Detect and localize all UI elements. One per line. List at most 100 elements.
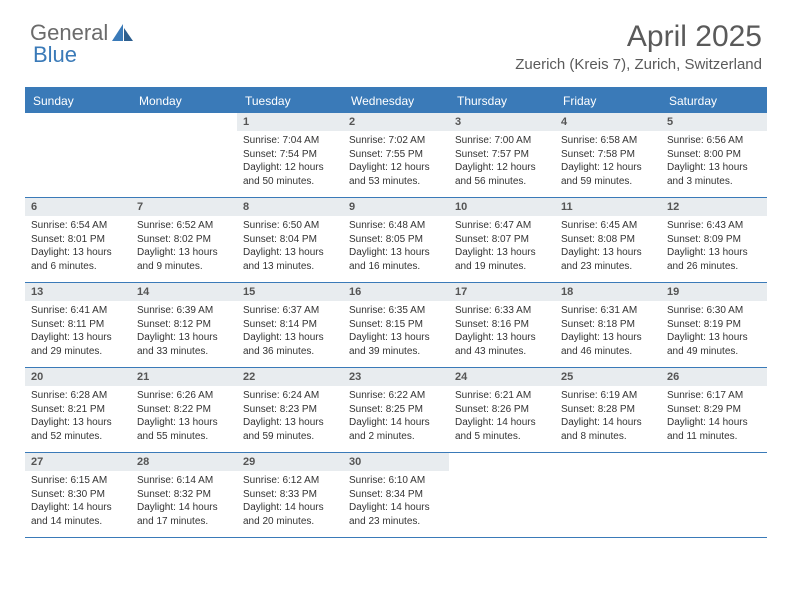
day-cell-18: 18Sunrise: 6:31 AMSunset: 8:18 PMDayligh… xyxy=(555,283,661,367)
sunrise-text: Sunrise: 6:56 AM xyxy=(667,134,761,148)
sunset-text: Sunset: 8:02 PM xyxy=(137,233,231,247)
sunset-text: Sunset: 8:09 PM xyxy=(667,233,761,247)
sunset-text: Sunset: 8:22 PM xyxy=(137,403,231,417)
logo-text-2: Blue xyxy=(33,42,77,68)
day-number: 22 xyxy=(237,368,343,386)
day-number: 23 xyxy=(343,368,449,386)
daylight-text: Daylight: 13 hours and 3 minutes. xyxy=(667,161,761,188)
sunset-text: Sunset: 8:26 PM xyxy=(455,403,549,417)
sunrise-text: Sunrise: 6:39 AM xyxy=(137,304,231,318)
day-cell-29: 29Sunrise: 6:12 AMSunset: 8:33 PMDayligh… xyxy=(237,453,343,537)
daylight-text: Daylight: 12 hours and 59 minutes. xyxy=(561,161,655,188)
sunset-text: Sunset: 7:55 PM xyxy=(349,148,443,162)
sunrise-text: Sunrise: 7:04 AM xyxy=(243,134,337,148)
day-content: Sunrise: 6:45 AMSunset: 8:08 PMDaylight:… xyxy=(555,216,661,278)
weekday-header-row: SundayMondayTuesdayWednesdayThursdayFrid… xyxy=(25,89,767,113)
empty-cell xyxy=(131,113,237,197)
day-cell-4: 4Sunrise: 6:58 AMSunset: 7:58 PMDaylight… xyxy=(555,113,661,197)
daylight-text: Daylight: 13 hours and 29 minutes. xyxy=(31,331,125,358)
day-number: 27 xyxy=(25,453,131,471)
week-row: 6Sunrise: 6:54 AMSunset: 8:01 PMDaylight… xyxy=(25,198,767,283)
day-content: Sunrise: 6:58 AMSunset: 7:58 PMDaylight:… xyxy=(555,131,661,193)
weekday-friday: Friday xyxy=(555,89,661,113)
daylight-text: Daylight: 14 hours and 20 minutes. xyxy=(243,501,337,528)
daylight-text: Daylight: 13 hours and 33 minutes. xyxy=(137,331,231,358)
sunset-text: Sunset: 8:29 PM xyxy=(667,403,761,417)
weekday-wednesday: Wednesday xyxy=(343,89,449,113)
empty-cell xyxy=(449,453,555,537)
day-cell-28: 28Sunrise: 6:14 AMSunset: 8:32 PMDayligh… xyxy=(131,453,237,537)
day-cell-30: 30Sunrise: 6:10 AMSunset: 8:34 PMDayligh… xyxy=(343,453,449,537)
sunrise-text: Sunrise: 6:28 AM xyxy=(31,389,125,403)
day-number: 26 xyxy=(661,368,767,386)
weekday-monday: Monday xyxy=(131,89,237,113)
sunset-text: Sunset: 8:15 PM xyxy=(349,318,443,332)
day-number: 10 xyxy=(449,198,555,216)
sunrise-text: Sunrise: 6:15 AM xyxy=(31,474,125,488)
sunset-text: Sunset: 8:14 PM xyxy=(243,318,337,332)
sunrise-text: Sunrise: 6:43 AM xyxy=(667,219,761,233)
day-number: 21 xyxy=(131,368,237,386)
day-content: Sunrise: 6:10 AMSunset: 8:34 PMDaylight:… xyxy=(343,471,449,533)
daylight-text: Daylight: 13 hours and 6 minutes. xyxy=(31,246,125,273)
daylight-text: Daylight: 13 hours and 13 minutes. xyxy=(243,246,337,273)
day-content: Sunrise: 6:54 AMSunset: 8:01 PMDaylight:… xyxy=(25,216,131,278)
day-content: Sunrise: 6:56 AMSunset: 8:00 PMDaylight:… xyxy=(661,131,767,193)
day-content: Sunrise: 6:14 AMSunset: 8:32 PMDaylight:… xyxy=(131,471,237,533)
sunset-text: Sunset: 8:30 PM xyxy=(31,488,125,502)
daylight-text: Daylight: 13 hours and 16 minutes. xyxy=(349,246,443,273)
day-number: 11 xyxy=(555,198,661,216)
week-row: 13Sunrise: 6:41 AMSunset: 8:11 PMDayligh… xyxy=(25,283,767,368)
sunset-text: Sunset: 8:04 PM xyxy=(243,233,337,247)
sunrise-text: Sunrise: 6:19 AM xyxy=(561,389,655,403)
day-cell-25: 25Sunrise: 6:19 AMSunset: 8:28 PMDayligh… xyxy=(555,368,661,452)
day-content: Sunrise: 6:41 AMSunset: 8:11 PMDaylight:… xyxy=(25,301,131,363)
daylight-text: Daylight: 13 hours and 9 minutes. xyxy=(137,246,231,273)
sunrise-text: Sunrise: 7:00 AM xyxy=(455,134,549,148)
sunrise-text: Sunrise: 6:52 AM xyxy=(137,219,231,233)
day-cell-15: 15Sunrise: 6:37 AMSunset: 8:14 PMDayligh… xyxy=(237,283,343,367)
daylight-text: Daylight: 12 hours and 50 minutes. xyxy=(243,161,337,188)
sunset-text: Sunset: 7:54 PM xyxy=(243,148,337,162)
day-content: Sunrise: 6:35 AMSunset: 8:15 PMDaylight:… xyxy=(343,301,449,363)
sunrise-text: Sunrise: 6:26 AM xyxy=(137,389,231,403)
month-title: April 2025 xyxy=(515,20,762,54)
day-cell-17: 17Sunrise: 6:33 AMSunset: 8:16 PMDayligh… xyxy=(449,283,555,367)
daylight-text: Daylight: 13 hours and 46 minutes. xyxy=(561,331,655,358)
daylight-text: Daylight: 14 hours and 14 minutes. xyxy=(31,501,125,528)
day-number: 18 xyxy=(555,283,661,301)
calendar-body: 1Sunrise: 7:04 AMSunset: 7:54 PMDaylight… xyxy=(25,113,767,538)
day-cell-26: 26Sunrise: 6:17 AMSunset: 8:29 PMDayligh… xyxy=(661,368,767,452)
weekday-sunday: Sunday xyxy=(25,89,131,113)
sunset-text: Sunset: 8:34 PM xyxy=(349,488,443,502)
daylight-text: Daylight: 14 hours and 11 minutes. xyxy=(667,416,761,443)
day-cell-13: 13Sunrise: 6:41 AMSunset: 8:11 PMDayligh… xyxy=(25,283,131,367)
daylight-text: Daylight: 13 hours and 52 minutes. xyxy=(31,416,125,443)
day-content: Sunrise: 6:17 AMSunset: 8:29 PMDaylight:… xyxy=(661,386,767,448)
day-content: Sunrise: 7:00 AMSunset: 7:57 PMDaylight:… xyxy=(449,131,555,193)
day-content: Sunrise: 6:33 AMSunset: 8:16 PMDaylight:… xyxy=(449,301,555,363)
sunset-text: Sunset: 7:57 PM xyxy=(455,148,549,162)
day-content: Sunrise: 6:24 AMSunset: 8:23 PMDaylight:… xyxy=(237,386,343,448)
day-cell-5: 5Sunrise: 6:56 AMSunset: 8:00 PMDaylight… xyxy=(661,113,767,197)
sunrise-text: Sunrise: 6:10 AM xyxy=(349,474,443,488)
day-content: Sunrise: 6:50 AMSunset: 8:04 PMDaylight:… xyxy=(237,216,343,278)
daylight-text: Daylight: 14 hours and 23 minutes. xyxy=(349,501,443,528)
calendar: SundayMondayTuesdayWednesdayThursdayFrid… xyxy=(25,87,767,538)
sunrise-text: Sunrise: 6:41 AM xyxy=(31,304,125,318)
day-content: Sunrise: 6:48 AMSunset: 8:05 PMDaylight:… xyxy=(343,216,449,278)
day-content: Sunrise: 6:52 AMSunset: 8:02 PMDaylight:… xyxy=(131,216,237,278)
daylight-text: Daylight: 12 hours and 53 minutes. xyxy=(349,161,443,188)
daylight-text: Daylight: 14 hours and 2 minutes. xyxy=(349,416,443,443)
daylight-text: Daylight: 13 hours and 55 minutes. xyxy=(137,416,231,443)
day-number: 12 xyxy=(661,198,767,216)
sunset-text: Sunset: 8:12 PM xyxy=(137,318,231,332)
sunset-text: Sunset: 8:32 PM xyxy=(137,488,231,502)
weekday-tuesday: Tuesday xyxy=(237,89,343,113)
day-content: Sunrise: 6:22 AMSunset: 8:25 PMDaylight:… xyxy=(343,386,449,448)
sunset-text: Sunset: 8:28 PM xyxy=(561,403,655,417)
sunrise-text: Sunrise: 6:33 AM xyxy=(455,304,549,318)
day-number: 29 xyxy=(237,453,343,471)
sunrise-text: Sunrise: 7:02 AM xyxy=(349,134,443,148)
day-content: Sunrise: 6:31 AMSunset: 8:18 PMDaylight:… xyxy=(555,301,661,363)
